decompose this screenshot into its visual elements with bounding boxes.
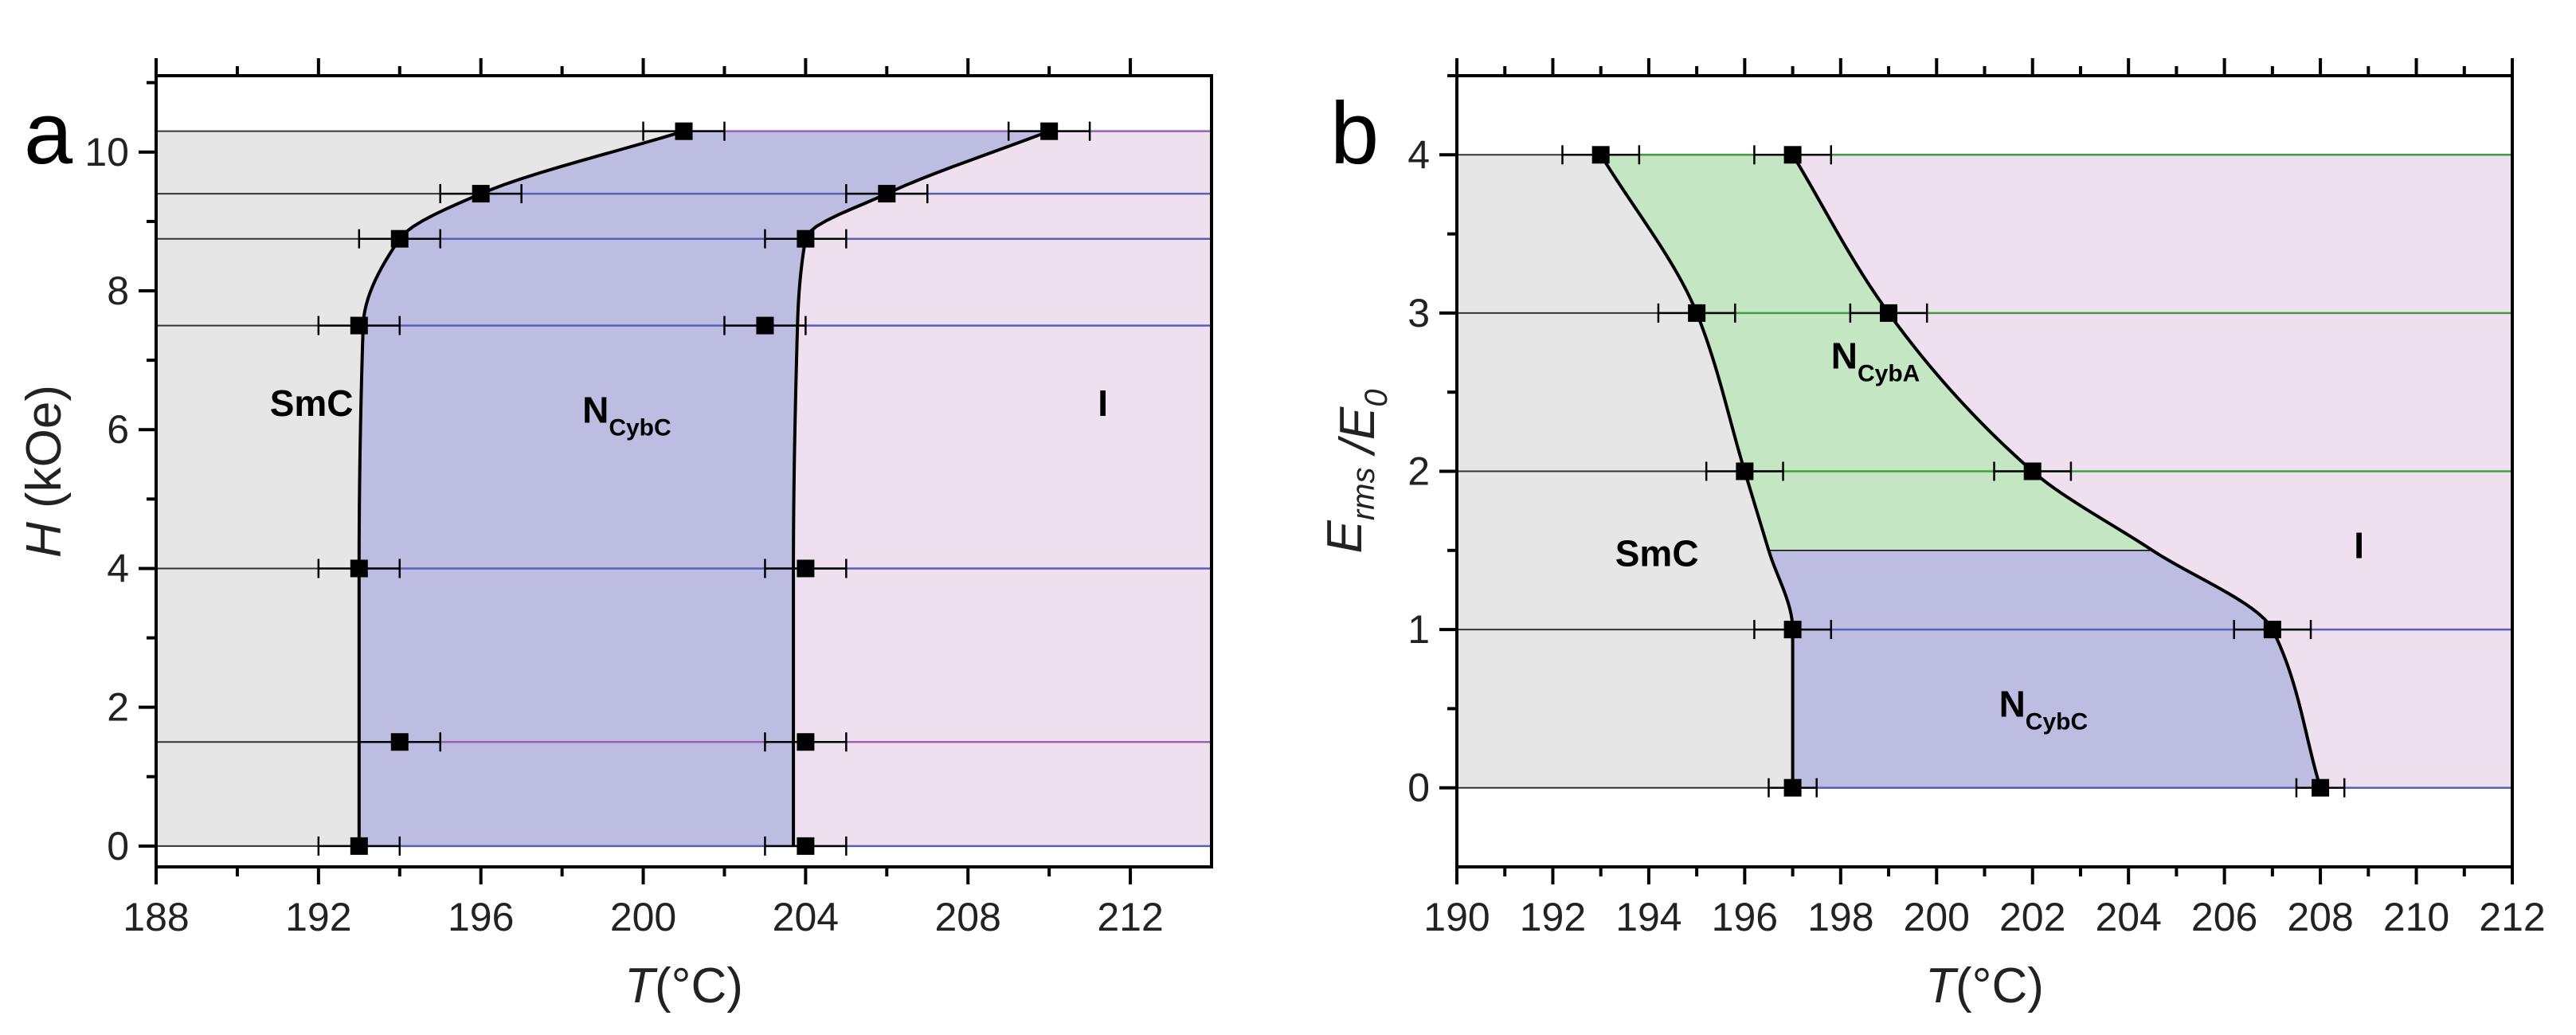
data-point: [1688, 304, 1706, 322]
y-axis-title: Erms /E0: [1317, 389, 1394, 553]
data-point: [390, 733, 409, 751]
left-phase-boundary: [357, 129, 685, 846]
panel-b-chart: 190 192 194 196 198 200 202 204 206 208 210 212 0 1 2 3…: [1317, 58, 2546, 1013]
x-tick-label: 212: [1097, 895, 1163, 939]
y-tick-label: 10: [84, 130, 129, 174]
y-tick-label: 0: [107, 824, 129, 868]
ncybc-region: [1768, 550, 2321, 788]
data-point: [350, 316, 368, 335]
y-tick-label: 4: [1407, 132, 1430, 177]
data-point: [797, 733, 815, 751]
isotropic-region: [793, 131, 1212, 846]
x-tick-label: 206: [2191, 895, 2257, 939]
x-tick-label: 208: [935, 895, 1001, 939]
x-tick-label: 204: [2095, 895, 2161, 939]
panel-letter: a: [24, 84, 73, 182]
data-point: [675, 122, 693, 140]
x-tick-label: 196: [1712, 895, 1778, 939]
y-tick-label: 6: [107, 407, 129, 452]
plot-frame: [155, 74, 1213, 868]
y-tick-label: 4: [107, 546, 129, 590]
data-point: [350, 559, 368, 578]
y-tick-label: 0: [1407, 766, 1430, 810]
x-tick-label: 192: [1520, 895, 1586, 939]
ncybc-region: [358, 131, 1050, 846]
data-point: [878, 185, 896, 203]
x-tick-label: 212: [2479, 895, 2545, 939]
x-tick-label: 196: [448, 895, 514, 939]
data-point: [756, 316, 774, 335]
smc-label: SmC: [270, 382, 354, 424]
data-point: [1880, 304, 1898, 322]
x-tick-label: 200: [610, 895, 676, 939]
iso-label: I: [1098, 382, 1108, 424]
data-point: [2312, 778, 2330, 797]
x-tick-label: 208: [2287, 895, 2353, 939]
right-phase-boundary: [792, 129, 1050, 846]
data-point: [797, 559, 815, 578]
data-point: [1040, 122, 1059, 140]
iso-label: I: [2354, 525, 2364, 567]
x-tick-label: 192: [285, 895, 351, 939]
x-tick-label: 198: [1807, 895, 1873, 939]
y-tick-label: 8: [107, 269, 129, 313]
data-point: [390, 229, 409, 248]
data-point: [797, 837, 815, 855]
y-axis-title: H (kOe): [17, 385, 72, 558]
x-tick-label: 200: [1904, 895, 1970, 939]
data-point: [2023, 462, 2042, 480]
data-point: [1783, 778, 1802, 797]
data-point: [2263, 621, 2281, 639]
x-tick-label: 210: [2383, 895, 2449, 939]
y-tick-label: 2: [107, 685, 129, 730]
data-point: [1736, 462, 1754, 480]
y-tick-label: 2: [1407, 449, 1430, 494]
y-tick-label: 3: [1407, 291, 1430, 335]
data-point: [472, 185, 490, 203]
x-tick-label: 202: [1999, 895, 2065, 939]
x-tick-label: 188: [123, 895, 189, 939]
smc-region: [156, 131, 684, 846]
x-tick-label: 204: [773, 895, 839, 939]
panel-a-chart: 188 192 196 200 204 208 212 0 2 4 6 8 10 T(°C) H (kOe)…: [17, 58, 1213, 1013]
x-axis-title: T(°C): [1925, 959, 2044, 1013]
data-point: [1783, 621, 1802, 639]
ncyba-region: [1600, 155, 2153, 551]
data-point: [1783, 146, 1802, 164]
panel-letter: b: [1330, 84, 1379, 182]
data-point: [1591, 146, 1610, 164]
y-tick-label: 1: [1407, 607, 1430, 652]
data-point: [350, 837, 368, 855]
data-point: [797, 229, 815, 248]
x-axis-title: T(°C): [624, 959, 743, 1013]
smc-label: SmC: [1615, 533, 1699, 574]
x-tick-label: 194: [1615, 895, 1681, 939]
x-tick-label: 190: [1423, 895, 1490, 939]
